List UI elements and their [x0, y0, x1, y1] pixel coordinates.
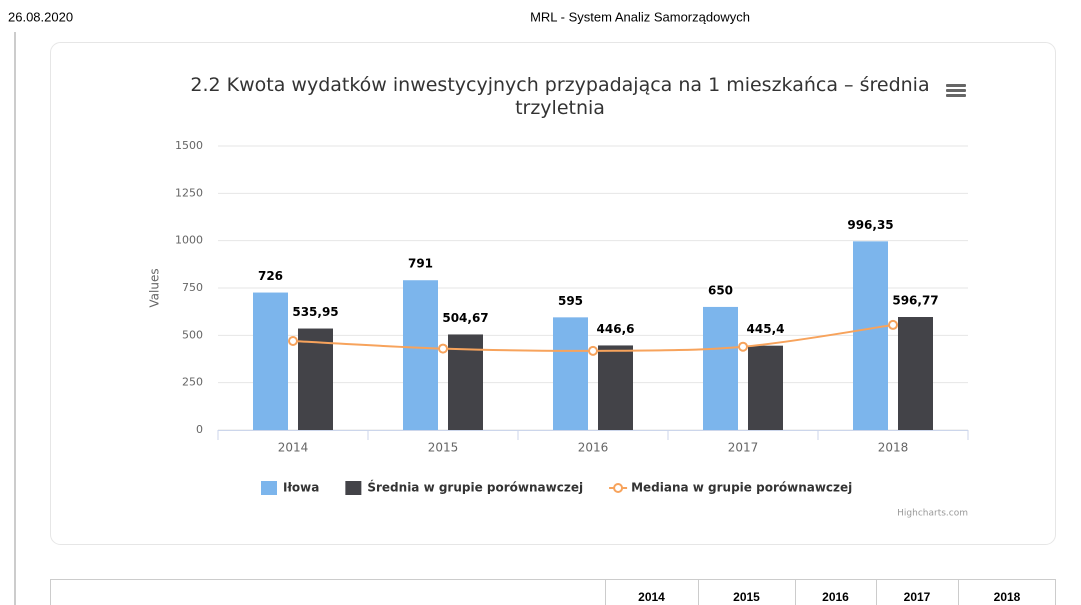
legend-swatch	[345, 481, 362, 495]
data-label: 446,6	[597, 322, 635, 336]
y-tick-label: 250	[182, 376, 203, 389]
data-label: 504,67	[442, 311, 488, 325]
print-date: 26.08.2020	[8, 9, 73, 24]
bar	[253, 292, 288, 430]
table-header-cell: 2014	[638, 590, 665, 604]
legend-item[interactable]: Iłowa	[261, 481, 319, 496]
data-label: 791	[408, 257, 433, 271]
bar	[703, 306, 738, 430]
x-tick-label: 2015	[428, 441, 459, 455]
legend-label: Iłowa	[283, 481, 319, 495]
data-label: 726	[258, 269, 283, 283]
y-axis-title: Values	[148, 268, 162, 307]
menu-bar	[946, 84, 966, 87]
legend-swatch	[261, 481, 277, 495]
bar	[403, 280, 438, 430]
table-header-cell: 2015	[733, 590, 760, 604]
y-tick-label: 1500	[175, 139, 203, 152]
table-header-cell: 2016	[822, 590, 849, 604]
data-label: 996,35	[847, 218, 893, 232]
median-point	[888, 319, 898, 330]
table-header-cell: 2017	[904, 590, 931, 604]
y-tick-label: 1250	[175, 186, 203, 199]
credit: Highcharts.com	[897, 509, 968, 519]
x-tick-label: 2017	[728, 441, 759, 455]
chart-title: 2.2 Kwota wydatków inwestycyjnych przypa…	[190, 74, 930, 119]
x-tick-label: 2016	[578, 441, 609, 455]
table-header-cell: 2018	[994, 590, 1021, 604]
y-tick-label: 1000	[175, 234, 203, 247]
bar	[598, 345, 633, 430]
data-label: 595	[558, 294, 583, 308]
legend-item[interactable]: Mediana w grupie porównawczej	[609, 481, 852, 495]
median-point	[438, 343, 448, 354]
bar	[898, 317, 933, 430]
y-tick-label: 0	[196, 423, 203, 436]
data-label: 650	[708, 283, 733, 297]
legend-label: Mediana w grupie porównawczej	[631, 481, 852, 495]
bar	[298, 328, 333, 430]
menu-bar	[946, 89, 966, 92]
x-tick-label: 2014	[278, 441, 309, 455]
table	[50, 579, 1056, 605]
median-point	[288, 336, 298, 347]
bar	[748, 345, 783, 430]
y-tick-label: 500	[182, 328, 203, 341]
bar	[553, 317, 588, 430]
page-title: MRL - System Analiz Samorządowych	[530, 9, 750, 24]
y-tick-label: 750	[182, 281, 203, 294]
menu-button[interactable]	[946, 84, 966, 97]
legend-item[interactable]: Średnia w grupie porównawczej	[345, 480, 583, 496]
median-point	[588, 345, 598, 356]
menu-bar	[946, 94, 966, 97]
data-label: 535,95	[292, 305, 338, 319]
legend-label: Średnia w grupie porównawczej	[367, 480, 583, 495]
data-label: 596,77	[892, 294, 938, 308]
x-tick-label: 2018	[878, 441, 909, 455]
legend-marker	[613, 483, 624, 493]
bar	[853, 241, 888, 430]
data-label: 445,4	[747, 322, 785, 336]
median-point	[738, 341, 748, 352]
